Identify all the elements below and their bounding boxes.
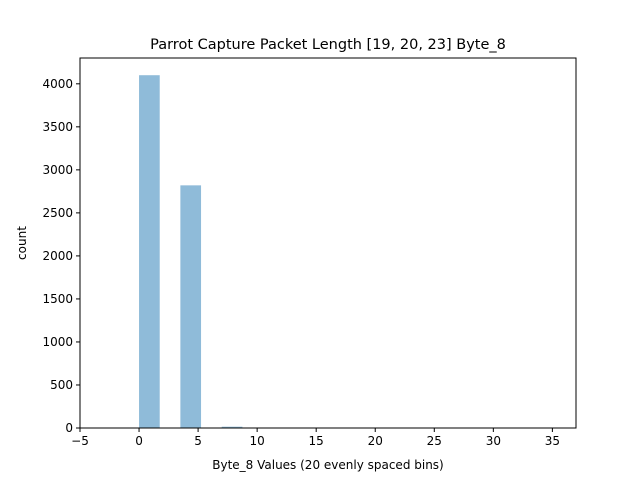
y-tick-label: 2500 xyxy=(42,206,73,220)
y-tick-label: 500 xyxy=(50,378,73,392)
x-tick-label: 10 xyxy=(250,434,265,448)
x-axis-label: Byte_8 Values (20 evenly spaced bins) xyxy=(212,458,444,472)
y-axis-label: count xyxy=(15,226,29,260)
x-tick-label: 0 xyxy=(135,434,143,448)
y-tick-label: 3500 xyxy=(42,120,73,134)
y-tick-label: 0 xyxy=(65,421,73,435)
y-tick-label: 1500 xyxy=(42,292,73,306)
x-tick-label: 15 xyxy=(309,434,324,448)
y-tick-label: 4000 xyxy=(42,77,73,91)
x-tick-label: 5 xyxy=(194,434,202,448)
chart-title: Parrot Capture Packet Length [19, 20, 23… xyxy=(150,37,506,53)
x-tick-label: −5 xyxy=(71,434,89,448)
x-tick-label: 30 xyxy=(486,434,501,448)
x-tick-label: 25 xyxy=(427,434,442,448)
histogram-bar-0 xyxy=(139,75,160,428)
histogram-bar-2 xyxy=(180,185,201,428)
x-tick-label: 35 xyxy=(545,434,560,448)
x-tick-label: 20 xyxy=(368,434,383,448)
y-tick-label: 3000 xyxy=(42,163,73,177)
y-tick-label: 2000 xyxy=(42,249,73,263)
y-tick-label: 1000 xyxy=(42,335,73,349)
